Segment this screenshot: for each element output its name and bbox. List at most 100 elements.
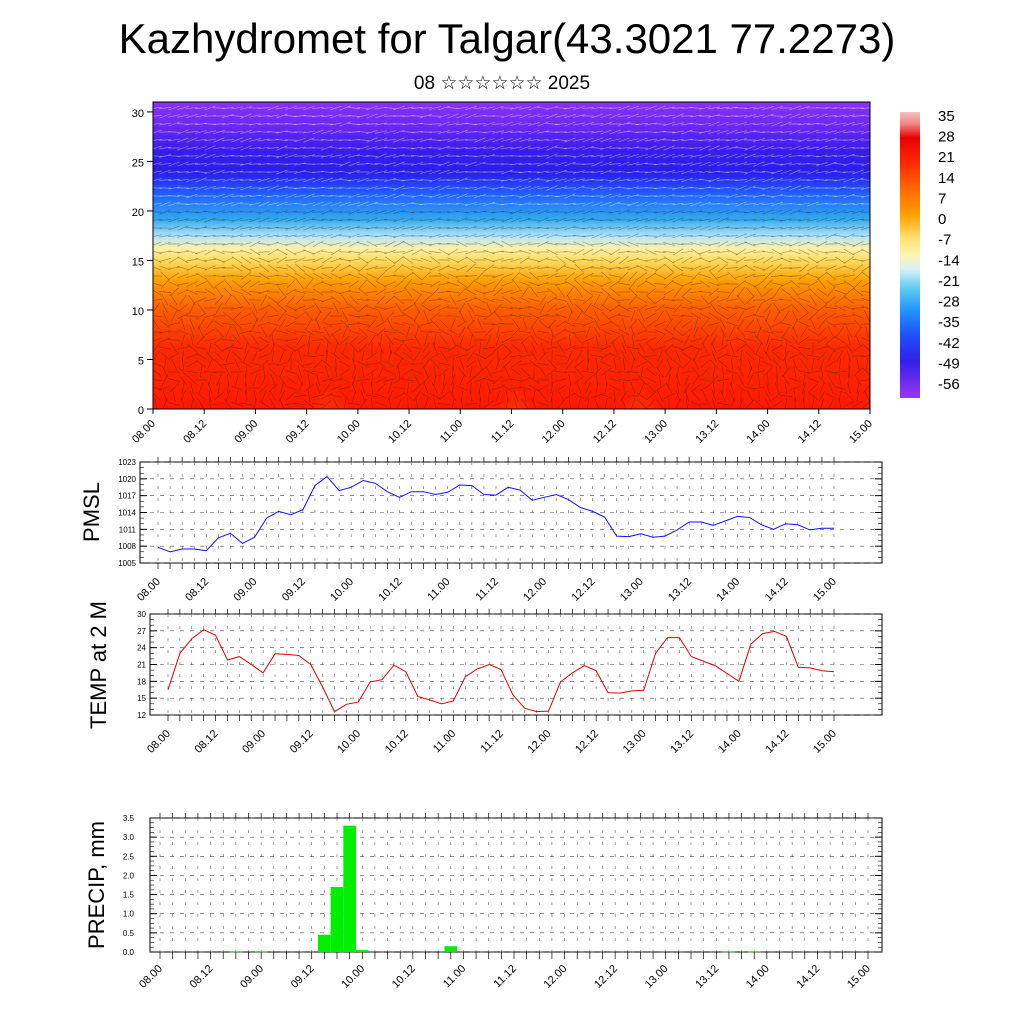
wind-barb (360, 390, 366, 402)
wind-barb (198, 382, 204, 394)
wind-barb (492, 130, 504, 134)
wind-barb (726, 249, 738, 255)
wind-barb (276, 145, 288, 151)
wind-barb (691, 384, 701, 392)
wind-barb (316, 374, 320, 386)
wind-barb (820, 366, 824, 378)
wind-barb (501, 113, 513, 119)
wind-barb (852, 226, 864, 230)
wind-barb (276, 217, 288, 223)
wind-barb (557, 286, 565, 298)
wind-barb (270, 342, 276, 354)
wind-barb (186, 273, 198, 279)
wind-barb (619, 256, 629, 264)
wind-barb (294, 137, 306, 143)
wind-barb (387, 350, 393, 362)
wind-barb (681, 169, 693, 175)
wind-barb (153, 162, 162, 166)
wind-barb (838, 374, 842, 386)
wind-barb (357, 361, 369, 367)
wind-barb (708, 264, 720, 272)
wind-barb (834, 289, 846, 295)
wind-barb (393, 315, 405, 317)
wind-barb (160, 279, 170, 289)
wind-barb (257, 227, 271, 229)
wind-barb (519, 226, 531, 230)
wind-barb (375, 250, 387, 254)
wind-barb (492, 226, 504, 230)
wind-barb (681, 122, 693, 126)
wind-barb (773, 286, 781, 298)
wind-barb (600, 169, 612, 175)
wind-barb (568, 374, 572, 386)
wind-barb (483, 281, 495, 287)
wind-barb (609, 194, 621, 198)
wind-barb (546, 195, 558, 197)
wind-barb (843, 248, 855, 256)
wind-barb (653, 251, 667, 253)
wind-barb (449, 294, 457, 306)
wind-barb (780, 130, 792, 134)
wind-barb (681, 274, 693, 278)
wind-barb (636, 360, 648, 368)
wind-barb (853, 319, 863, 329)
wind-barb (817, 304, 827, 312)
wind-barb (842, 315, 856, 317)
temp-y-tick-label: 24 (137, 644, 146, 653)
wind-barb (486, 334, 492, 346)
wind-barb (213, 201, 225, 207)
wind-barb (320, 267, 334, 269)
wind-barb (866, 358, 868, 370)
wind-barb (591, 185, 603, 191)
cross-section-x-tick-label: 08.12 (181, 418, 209, 446)
wind-barb (240, 323, 252, 325)
wind-barb (501, 226, 513, 230)
wind-barb (637, 351, 647, 361)
wind-barb (222, 114, 234, 118)
wind-barb (609, 329, 621, 335)
wind-barb (782, 374, 790, 386)
wind-barb (798, 194, 810, 198)
wind-barb (249, 331, 261, 333)
wind-barb (486, 366, 492, 378)
wind-barb (275, 227, 289, 229)
wind-barb (861, 297, 870, 302)
wind-barb (258, 242, 270, 246)
wind-barb (419, 211, 433, 213)
cross-section-warm-cells (153, 330, 780, 409)
wind-barb (537, 257, 549, 263)
wind-barb (412, 271, 422, 281)
wind-barb (519, 354, 531, 358)
wind-barb (153, 289, 162, 296)
wind-barb (798, 130, 810, 134)
wind-barb (439, 367, 449, 377)
wind-barb (681, 129, 693, 135)
wind-barb (672, 273, 684, 279)
wind-barb (267, 194, 279, 198)
wind-barb (240, 313, 252, 319)
wind-barb (510, 185, 522, 191)
cross-section-x-tick-label: 10.00 (335, 418, 363, 446)
wind-barb (519, 249, 531, 255)
wind-barb (321, 209, 333, 215)
wind-barb (356, 155, 370, 157)
wind-barb (438, 154, 450, 158)
wind-barb (285, 370, 297, 374)
wind-barb (195, 138, 207, 142)
wind-barb (789, 177, 801, 183)
wind-barb (818, 318, 826, 330)
wind-barb (824, 179, 838, 181)
wind-barb (459, 374, 465, 386)
wind-barb (623, 381, 625, 395)
wind-barb (153, 122, 162, 125)
wind-barb (672, 138, 684, 142)
wind-barb (312, 234, 324, 238)
wind-barb (223, 279, 233, 289)
wind-barb (186, 281, 198, 287)
wind-barb (465, 288, 477, 296)
wind-barb (717, 256, 729, 264)
wind-barb (401, 379, 415, 381)
wind-barb (591, 130, 603, 134)
wind-barb (196, 391, 206, 401)
wind-barb (519, 233, 531, 239)
